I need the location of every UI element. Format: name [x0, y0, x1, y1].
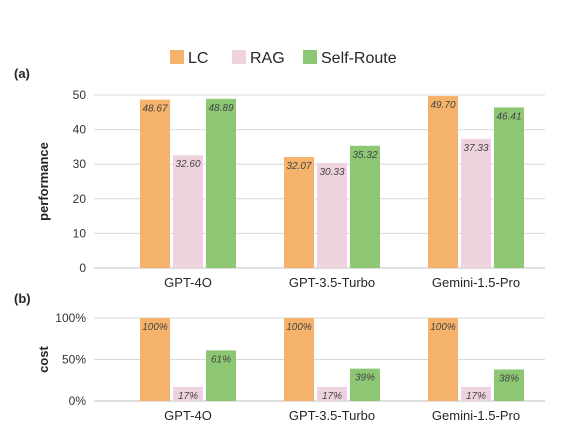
legend-label: Self-Route — [321, 50, 397, 67]
bar — [173, 155, 203, 268]
data-label: 48.67 — [142, 104, 167, 115]
bar — [428, 96, 458, 269]
data-label: 35.32 — [352, 150, 377, 161]
legend-label: RAG — [250, 50, 285, 67]
y-tick-label: 20 — [73, 192, 87, 206]
bar — [284, 318, 314, 401]
x-category-label: Gemini-1.5-Pro — [432, 408, 520, 423]
y-tick-label: 50 — [73, 88, 87, 102]
data-label: 48.89 — [208, 103, 233, 114]
y-axis-label: cost — [36, 345, 51, 372]
data-label: 100% — [430, 322, 456, 333]
data-label: 17% — [322, 391, 342, 402]
data-label: 46.41 — [496, 111, 521, 122]
data-label: 32.60 — [175, 159, 200, 170]
x-category-label: GPT-4O — [164, 275, 212, 290]
y-axis-label: performance — [36, 142, 51, 221]
data-label: 49.70 — [430, 100, 455, 111]
bar — [140, 318, 170, 401]
legend-swatch — [170, 50, 184, 64]
bar — [284, 157, 314, 268]
y-tick-label: 0 — [79, 261, 86, 275]
data-label: 37.33 — [463, 143, 488, 154]
bar — [494, 369, 524, 401]
bar — [428, 318, 458, 401]
data-label: 17% — [178, 391, 198, 402]
bar — [317, 386, 347, 401]
data-label: 100% — [286, 322, 312, 333]
bar — [494, 107, 524, 268]
y-tick-label: 10 — [73, 226, 87, 240]
x-category-label: GPT-3.5-Turbo — [289, 275, 375, 290]
data-label: 32.07 — [286, 161, 311, 172]
legend-label: LC — [188, 50, 208, 67]
panel-label: (a) — [14, 66, 30, 81]
bar — [317, 163, 347, 268]
bar — [206, 350, 236, 401]
x-category-label: GPT-3.5-Turbo — [289, 408, 375, 423]
data-label: 38% — [499, 373, 519, 384]
y-tick-label: 30 — [73, 157, 87, 171]
data-label: 61% — [211, 354, 231, 365]
y-tick-label: 40 — [73, 123, 87, 137]
bar — [206, 98, 236, 268]
x-category-label: GPT-4O — [164, 408, 212, 423]
data-label: 17% — [466, 391, 486, 402]
bar — [461, 138, 491, 268]
x-category-label: Gemini-1.5-Pro — [432, 275, 520, 290]
bar — [350, 368, 380, 401]
data-label: 39% — [355, 373, 375, 384]
y-tick-label: 100% — [55, 311, 86, 325]
panel-label: (b) — [14, 291, 31, 306]
legend-swatch — [232, 50, 246, 64]
bar — [461, 386, 491, 401]
bar — [350, 145, 380, 268]
y-tick-label: 50% — [62, 353, 86, 367]
bar — [140, 99, 170, 268]
y-tick-label: 0% — [69, 394, 87, 408]
data-label: 30.33 — [319, 167, 344, 178]
bar — [173, 386, 203, 401]
legend-swatch — [303, 50, 317, 64]
data-label: 100% — [142, 322, 168, 333]
